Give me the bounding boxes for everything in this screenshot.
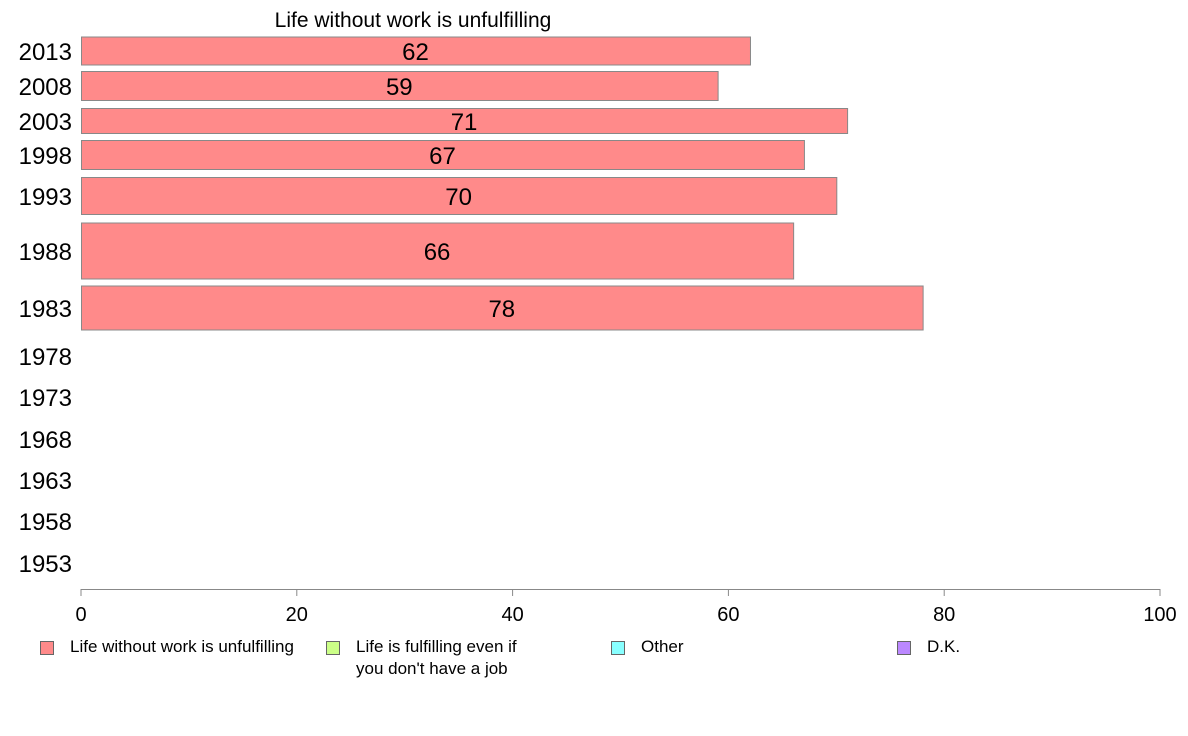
legend-item-life-without-work: Life without work is unfulfilling bbox=[40, 636, 294, 658]
y-tick-label-1958: 1958 bbox=[19, 509, 72, 536]
legend-label: Life without work is unfulfilling bbox=[70, 637, 294, 656]
y-tick-label-1993: 1993 bbox=[19, 184, 72, 211]
legend-swatch bbox=[40, 641, 54, 655]
bar-label-2008: 59 bbox=[386, 74, 413, 101]
y-tick-label-2003: 2003 bbox=[19, 109, 72, 136]
x-tick-label-80: 80 bbox=[933, 604, 955, 626]
y-axis-tick-labels: 2013 2008 2003 1998 1993 1988 1983 1978 1973 1968… bbox=[19, 39, 72, 578]
y-tick-label-1978: 1978 bbox=[19, 344, 72, 371]
legend: Life without work is unfulfilling Life i… bbox=[0, 636, 1188, 696]
bars-group bbox=[81, 36, 924, 331]
legend-label: D.K. bbox=[927, 637, 961, 656]
y-tick-label-2013: 2013 bbox=[19, 39, 72, 66]
bar-2013 bbox=[81, 36, 751, 66]
bar-2003 bbox=[81, 108, 849, 134]
y-tick-label-1953: 1953 bbox=[19, 551, 72, 578]
bar-chart: Life without work is unfulfilling 62 59 71… bbox=[19, 9, 1177, 626]
bar-label-1983: 78 bbox=[488, 296, 515, 323]
y-tick-label-1968: 1968 bbox=[19, 427, 72, 454]
bar-label-2013: 62 bbox=[402, 39, 429, 66]
x-tick-label-40: 40 bbox=[501, 604, 523, 626]
legend-label: Other bbox=[641, 637, 684, 656]
x-tick-label-0: 0 bbox=[75, 604, 86, 626]
bar-labels-group: 62 59 71 67 70 66 78 bbox=[386, 39, 515, 323]
bar-1993 bbox=[81, 177, 838, 215]
y-tick-label-1988: 1988 bbox=[19, 239, 72, 266]
bar-1983 bbox=[81, 285, 924, 331]
y-tick-label-2008: 2008 bbox=[19, 74, 72, 101]
bar-label-1998: 67 bbox=[429, 143, 456, 170]
bar-label-2003: 71 bbox=[451, 109, 478, 136]
bar-1998 bbox=[81, 140, 805, 170]
chart-title: Life without work is unfulfilling bbox=[275, 9, 552, 32]
y-tick-label-1973: 1973 bbox=[19, 385, 72, 412]
x-tick-label-20: 20 bbox=[286, 604, 308, 626]
legend-swatch bbox=[326, 641, 340, 655]
bar-1988 bbox=[81, 222, 795, 280]
y-tick-label-1963: 1963 bbox=[19, 468, 72, 495]
x-tick-label-100: 100 bbox=[1143, 604, 1176, 626]
legend-item-dk: D.K. bbox=[897, 636, 960, 658]
bar-2008 bbox=[81, 71, 719, 101]
y-tick-label-1983: 1983 bbox=[19, 296, 72, 323]
bar-label-1988: 66 bbox=[424, 239, 451, 266]
legend-swatch bbox=[611, 641, 625, 655]
legend-item-other: Other bbox=[611, 636, 684, 658]
bar-label-1993: 70 bbox=[445, 184, 472, 211]
y-tick-label-1998: 1998 bbox=[19, 143, 72, 170]
legend-item-life-fulfilling: Life is fulfilling even if you don't hav… bbox=[326, 636, 517, 680]
legend-swatch bbox=[897, 641, 911, 655]
x-axis-ticks: 0 20 40 60 80 100 bbox=[75, 589, 1177, 626]
legend-label: Life is fulfilling even if you don't hav… bbox=[356, 637, 517, 678]
x-tick-label-60: 60 bbox=[717, 604, 739, 626]
